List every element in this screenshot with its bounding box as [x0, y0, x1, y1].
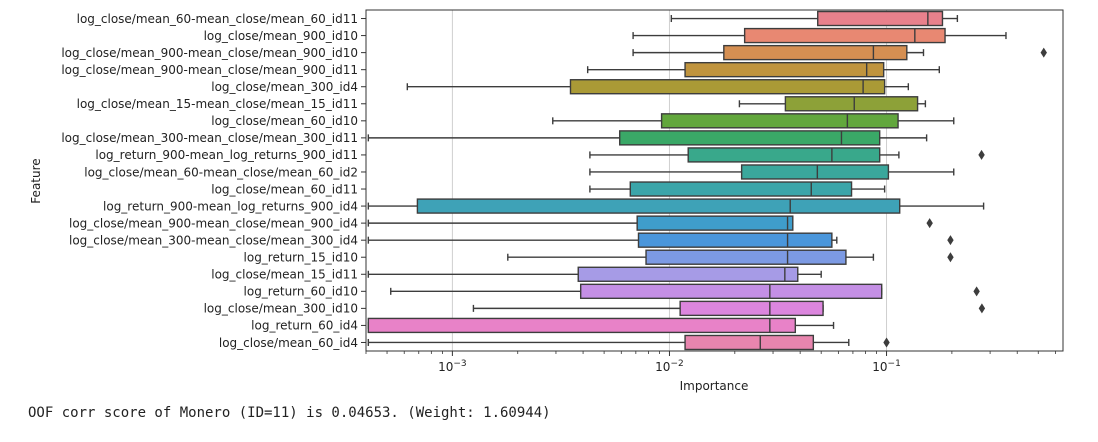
- outlier-point: [926, 218, 933, 229]
- outlier-point: [947, 235, 954, 246]
- boxes: [367, 10, 1047, 351]
- box-iqr: [679, 300, 824, 317]
- box-19: [367, 334, 890, 351]
- y-tick-label: log_return_60_id10: [244, 285, 358, 299]
- y-tick-label: log_close/mean_60-mean_close/mean_60_id2: [84, 165, 358, 179]
- x-tick-label: 10−3: [438, 359, 467, 374]
- outlier-point: [947, 252, 954, 263]
- box-iqr: [416, 198, 901, 214]
- box-2: [632, 44, 1047, 61]
- box-iqr: [784, 96, 919, 112]
- box-15: [367, 266, 822, 282]
- y-tick-label: log_close/mean_60_id4: [219, 336, 358, 350]
- box-iqr: [687, 147, 881, 163]
- box-iqr: [636, 215, 794, 231]
- box-iqr: [817, 10, 944, 27]
- box-7: [367, 130, 928, 146]
- y-tick-label: log_return_900-mean_log_returns_900_id4: [103, 199, 358, 213]
- plot-frame: [365, 9, 1064, 352]
- box-iqr: [723, 44, 908, 61]
- box-iqr: [660, 113, 899, 129]
- box-3: [586, 61, 940, 78]
- y-axis-label: Feature: [29, 158, 43, 203]
- box-iqr: [645, 249, 847, 265]
- box-iqr: [577, 266, 799, 282]
- y-tick-label: log_close/mean_60_id11: [211, 182, 358, 196]
- y-tick-label: log_close/mean_15-mean_close/mean_15_id1…: [77, 97, 358, 111]
- x-tick-labels: 10−3 10−2 10−1: [365, 351, 1056, 374]
- feature-importance-boxplot: log_close/mean_60-mean_close/mean_60_id1…: [29, 9, 1064, 393]
- box-0: [670, 10, 959, 27]
- outlier-point: [978, 303, 986, 314]
- y-tick-label: log_close/mean_900-mean_close/mean_900_i…: [69, 216, 358, 230]
- y-tick-label: log_close/mean_15_id11: [211, 268, 358, 282]
- box-8: [589, 147, 985, 163]
- box-16: [390, 283, 980, 300]
- gridlines: [451, 10, 888, 356]
- box-18: [367, 317, 835, 334]
- y-tick-label: log_close/mean_300_id10: [204, 302, 358, 316]
- y-tick-label: log_return_900-mean_log_returns_900_id11: [95, 148, 358, 162]
- box-iqr: [569, 79, 886, 95]
- y-tick-label: log_close/mean_900-mean_close/mean_900_i…: [61, 46, 358, 60]
- box-5: [738, 96, 927, 112]
- y-tick-label: log_close/mean_300-mean_close/mean_300_i…: [61, 131, 358, 145]
- x-tick-label: 10−2: [655, 359, 684, 374]
- box-14: [507, 249, 954, 265]
- outlier-point: [883, 337, 890, 348]
- y-tick-labels: log_close/mean_60-mean_close/mean_60_id1…: [61, 12, 366, 350]
- box-iqr: [579, 283, 883, 300]
- box-iqr: [684, 334, 815, 351]
- box-iqr: [743, 27, 946, 44]
- box-iqr: [637, 232, 833, 248]
- y-tick-label: log_close/mean_60-mean_close/mean_60_id1…: [77, 12, 358, 26]
- y-tick-label: log_close/mean_900-mean_close/mean_900_i…: [61, 63, 358, 77]
- box-12: [367, 215, 933, 231]
- box-17: [472, 300, 986, 317]
- outlier-point: [978, 149, 985, 160]
- y-tick-label: log_close/mean_300_id4: [211, 80, 358, 94]
- y-tick-label: log_close/mean_900_id10: [204, 29, 358, 43]
- box-iqr: [619, 130, 881, 146]
- outlier-point: [973, 286, 980, 297]
- y-tick-label: log_return_15_id10: [244, 251, 358, 265]
- box-iqr: [684, 61, 885, 78]
- box-10: [589, 181, 886, 197]
- y-tick-label: log_close/mean_60_id10: [211, 114, 358, 128]
- y-tick-label: log_return_60_id4: [251, 319, 358, 333]
- box-iqr: [629, 181, 853, 197]
- box-11: [367, 198, 985, 214]
- box-9: [589, 164, 955, 180]
- box-6: [552, 113, 955, 129]
- box-iqr: [740, 164, 890, 180]
- outlier-point: [1040, 47, 1047, 58]
- cell-output-text: OOF corr score of Monero (ID=11) is 0.04…: [28, 405, 551, 421]
- box-iqr: [367, 317, 797, 334]
- box-4: [406, 79, 910, 95]
- x-tick-label: 10−1: [872, 359, 901, 374]
- y-tick-label: log_close/mean_300-mean_close/mean_300_i…: [69, 233, 358, 247]
- box-1: [632, 27, 1007, 44]
- x-axis-label: Importance: [680, 379, 749, 393]
- box-13: [367, 232, 954, 248]
